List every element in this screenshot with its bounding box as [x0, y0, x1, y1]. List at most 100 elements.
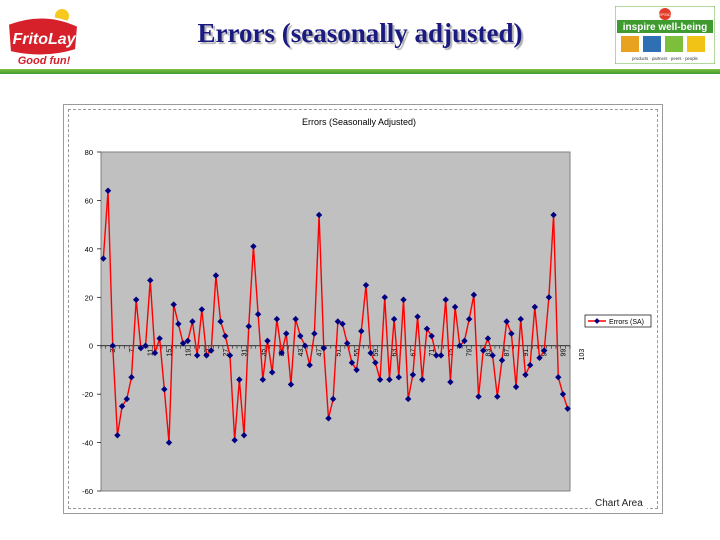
x-tick-label: 47 — [317, 349, 324, 357]
data-point — [442, 296, 449, 303]
data-point — [245, 323, 252, 330]
data-point — [278, 349, 285, 357]
data-point — [292, 315, 299, 323]
y-tick-label: 40 — [85, 245, 93, 254]
data-point — [456, 342, 463, 349]
data-point — [184, 337, 191, 345]
data-point — [555, 373, 562, 381]
x-tick-label: 23 — [204, 349, 211, 357]
legend-box — [584, 314, 652, 328]
data-point — [311, 330, 318, 337]
data-point — [503, 318, 510, 325]
data-point — [367, 349, 374, 357]
errors-line-chart: Errors (Seasonally Adjusted) 80 60 40 20 0 -2… — [82, 117, 652, 496]
slide-header: FritoLay Good fun! Errors (seasonally ad… — [0, 0, 720, 78]
x-tick-label: 35 — [260, 349, 267, 357]
x-tick-label: 91 — [523, 349, 530, 357]
y-tick-label: -60 — [82, 487, 93, 496]
data-point — [358, 327, 365, 335]
data-point — [315, 211, 323, 219]
x-tick-label: 71 — [429, 349, 436, 357]
fritolay-logo: FritoLay Good fun! — [4, 4, 84, 68]
data-point — [484, 335, 492, 342]
data-point — [123, 395, 130, 403]
icon-tile-yellow — [687, 36, 705, 52]
data-point — [353, 366, 360, 374]
data-point — [437, 352, 445, 359]
x-tick-label: 99 — [560, 349, 567, 357]
data-point — [329, 395, 337, 403]
header-green-rule — [0, 69, 720, 74]
data-point — [208, 347, 215, 354]
data-point — [433, 352, 440, 359]
data-point — [151, 349, 159, 357]
data-point — [489, 352, 496, 359]
x-tick-label: 31 — [242, 349, 249, 357]
x-tick-label: 27 — [223, 349, 230, 357]
data-point — [231, 436, 238, 444]
data-point — [390, 315, 398, 323]
x-tick-label: 3 — [110, 349, 117, 353]
legend-label: Errors (SA) — [609, 319, 644, 326]
data-point — [494, 393, 501, 400]
data-point — [193, 352, 201, 359]
page-title: Errors (seasonally adjusted) — [197, 18, 523, 48]
data-point — [240, 432, 248, 439]
x-tick-label: 51 — [335, 349, 342, 357]
data-point — [419, 376, 426, 383]
y-tick-label: 0 — [89, 342, 93, 351]
data-point — [259, 376, 267, 383]
data-point — [165, 439, 173, 446]
data-point — [104, 187, 112, 194]
y-tick-label: 20 — [85, 293, 93, 302]
chart-area[interactable]: Errors (Seasonally Adjusted) 80 60 40 20 0 -2… — [63, 104, 663, 514]
x-tick-label: 11 — [148, 349, 155, 356]
x-tick-label: 103 — [579, 349, 586, 361]
data-point — [287, 381, 295, 388]
data-point — [344, 340, 351, 347]
x-tick-label: 79 — [467, 349, 474, 357]
y-axis: 80 60 40 20 0 -20 -40 -60 — [82, 148, 101, 496]
pepsico-badge-text: PEPSICO — [656, 12, 674, 17]
data-point — [428, 332, 435, 340]
series-layer — [100, 187, 571, 446]
data-point — [414, 313, 421, 320]
logo-headline-text: inspire well-being — [623, 22, 707, 33]
data-point — [451, 303, 459, 311]
x-tick-label: 67 — [410, 349, 417, 357]
data-point — [386, 376, 393, 383]
chart-area-selection — [68, 109, 658, 509]
data-point — [348, 359, 356, 366]
data-point — [175, 320, 182, 328]
data-point — [447, 378, 454, 386]
y-tick-label: 80 — [85, 148, 93, 157]
data-point — [226, 352, 234, 359]
data-point — [212, 272, 220, 279]
data-point — [465, 315, 473, 323]
x-tick-label: 59 — [373, 349, 380, 357]
data-point — [273, 315, 281, 323]
data-point — [203, 352, 210, 359]
inspire-wellbeing-logo: PEPSICO inspire well-being products · pa… — [614, 5, 716, 65]
data-point — [480, 347, 487, 354]
x-tick-label: 15 — [167, 349, 174, 357]
data-point — [395, 373, 403, 381]
x-tick-label: 55 — [354, 349, 361, 357]
data-point — [376, 376, 384, 383]
data-point — [325, 415, 332, 422]
data-point — [475, 393, 482, 400]
y-tick-label: -20 — [82, 390, 93, 399]
data-point — [254, 311, 262, 318]
data-point — [372, 359, 379, 366]
x-tick-label: 83 — [485, 349, 492, 357]
logo-subline-text: products · partners · peers · people — [632, 56, 698, 61]
data-point — [109, 342, 116, 349]
data-point — [114, 432, 121, 439]
series-line — [102, 190, 569, 443]
data-point — [179, 340, 187, 347]
data-point — [161, 386, 168, 393]
data-point — [132, 296, 140, 303]
data-point — [334, 318, 342, 325]
data-point — [250, 243, 257, 250]
data-point — [306, 361, 313, 369]
